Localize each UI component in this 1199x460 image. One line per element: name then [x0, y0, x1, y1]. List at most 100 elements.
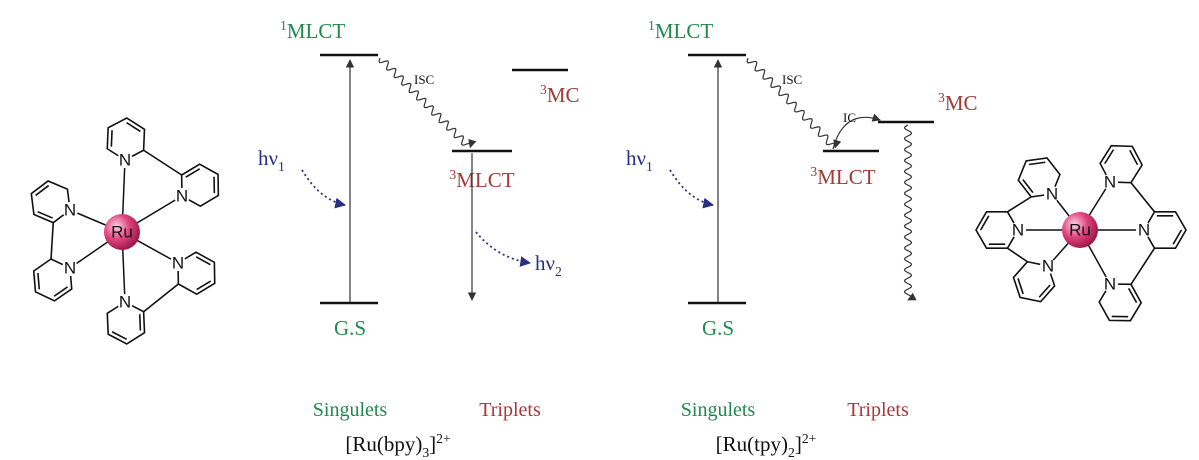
- triplet-column: Triplets: [479, 399, 541, 421]
- double-bond: [1172, 229, 1183, 245]
- triplet-label-text: MLCT: [817, 165, 876, 189]
- triplet-label-sup: 3: [449, 167, 456, 182]
- ring-link: [1007, 247, 1028, 263]
- nitrogen: N: [1104, 274, 1116, 293]
- atom-bg: [1044, 186, 1060, 202]
- complex-name-sup: 2+: [436, 431, 451, 446]
- nitrogen: N: [119, 292, 131, 311]
- ic-arrow: [832, 113, 881, 150]
- ruthenium-label: Ru: [1069, 220, 1091, 239]
- absorption-path: [669, 169, 715, 209]
- mc-label-sup: 3: [540, 82, 547, 97]
- ring-link: [143, 149, 183, 176]
- ground-label: G.S: [702, 316, 734, 340]
- absorption-label: hν1: [626, 146, 653, 174]
- nitrogen: N: [176, 186, 188, 205]
- atom-bg: [117, 294, 133, 310]
- absorption-label: hν1: [258, 146, 285, 174]
- ring-link: [1007, 196, 1032, 213]
- absorption-label-sub: 1: [278, 159, 285, 174]
- mc-label-sup: 3: [938, 90, 945, 105]
- double-bond: [35, 184, 50, 197]
- singlet-column: Singulets: [313, 399, 388, 421]
- nitrogen: N: [1046, 184, 1058, 203]
- atom-bg: [1102, 174, 1118, 190]
- complex-name-sup: 2+: [802, 431, 817, 446]
- nitrogen: N: [64, 200, 76, 219]
- ring-link: [1130, 247, 1156, 285]
- double-bond: [110, 130, 113, 147]
- complex-name: [Ru(tpy)2]2+: [716, 431, 817, 460]
- singlet-label-sup: 1: [648, 18, 655, 33]
- ic-label: IC: [843, 110, 856, 125]
- double-bond: [138, 314, 142, 331]
- mc-label: 3MC: [540, 82, 580, 107]
- double-bond: [1038, 284, 1051, 298]
- isc-arrow: [378, 57, 477, 149]
- atom-bg: [62, 202, 78, 218]
- emission-label-text: hν: [535, 251, 555, 275]
- ruthenium: [104, 214, 140, 250]
- complex-name-tail: ]: [795, 432, 802, 456]
- singlet-label-text: MLCT: [287, 19, 346, 43]
- atom-bg: [174, 188, 190, 204]
- absorption-label-text: hν: [258, 146, 278, 170]
- double-bond: [126, 121, 141, 133]
- double-bond: [195, 256, 211, 266]
- absorption-label-sub: 1: [646, 159, 653, 174]
- atom-bg: [1102, 276, 1118, 292]
- absorption-path: [301, 169, 347, 209]
- ruthenium-label: Ru: [111, 222, 133, 241]
- double-bond: [37, 210, 53, 219]
- mc-label-text: MC: [547, 83, 580, 107]
- double-bond: [1022, 179, 1034, 194]
- double-bond: [1129, 149, 1139, 166]
- double-bond: [185, 168, 201, 178]
- double-bond: [979, 215, 990, 231]
- nitrogen: N: [1138, 220, 1150, 239]
- atom-bg: [1136, 222, 1152, 238]
- triplet-column: Triplets: [847, 399, 909, 421]
- double-bond: [111, 331, 127, 341]
- singlet-label: 1MLCT: [280, 18, 345, 43]
- mc-label: 3MC: [938, 90, 978, 115]
- ring-link: [50, 222, 55, 260]
- double-bond: [53, 286, 68, 297]
- double-bond: [37, 272, 41, 290]
- atom-bg: [117, 152, 133, 168]
- nitrogen: N: [1104, 172, 1116, 191]
- ring-link: [143, 283, 179, 313]
- atom-bg: [1040, 258, 1056, 274]
- double-bond: [1017, 278, 1024, 295]
- mc-label-text: MC: [945, 91, 978, 115]
- atom-bg: [170, 255, 186, 271]
- absorption-label-text: hν: [626, 146, 646, 170]
- complex-name-text: [Ru(tpy): [716, 432, 788, 456]
- ruthenium: [1062, 212, 1098, 248]
- complex-name-tail: ]: [429, 432, 436, 456]
- triplet-label: 3MLCT: [810, 164, 875, 189]
- singlet-label-sup: 1: [280, 18, 287, 33]
- nitrogen: N: [172, 253, 184, 272]
- complex-name: [Ru(bpy)3]2+: [345, 431, 451, 460]
- complex-name-sub: 2: [788, 445, 795, 460]
- ground-label: G.S: [334, 316, 366, 340]
- nitrogen: N: [1042, 256, 1054, 275]
- ring-link: [1130, 182, 1156, 213]
- atom-bg: [1010, 222, 1026, 238]
- double-bond: [1104, 149, 1115, 165]
- emission-label-sub: 2: [555, 264, 562, 279]
- nitrogen: N: [119, 150, 131, 169]
- singlet-label: 1MLCT: [648, 18, 713, 43]
- relaxation-arrow: [903, 124, 917, 301]
- nitrogen: N: [1012, 220, 1024, 239]
- double-bond: [1127, 287, 1138, 304]
- isc-label: ISC: [782, 72, 802, 87]
- nitrogen: N: [64, 258, 76, 277]
- triplet-label-text: MLCT: [456, 168, 515, 192]
- triplet-label: 3MLCT: [449, 167, 514, 192]
- emission-path: [475, 231, 532, 267]
- complex-name-sub: 3: [422, 445, 429, 460]
- double-bond: [196, 280, 212, 291]
- singlet-column: Singulets: [681, 399, 756, 421]
